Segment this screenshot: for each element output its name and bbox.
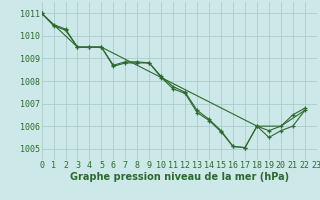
X-axis label: Graphe pression niveau de la mer (hPa): Graphe pression niveau de la mer (hPa) — [70, 172, 289, 182]
